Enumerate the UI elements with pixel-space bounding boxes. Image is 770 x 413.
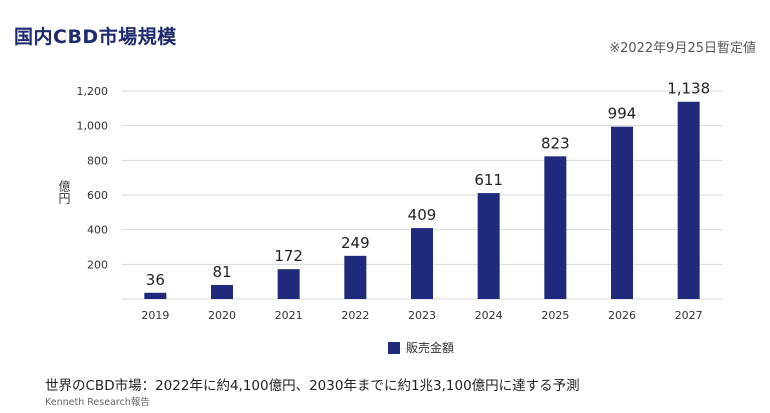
y-axis-label: 億円 [57,180,71,204]
data-label: 994 [608,105,637,123]
legend: 販売金額 [388,339,454,356]
x-tick-label: 2023 [408,309,436,322]
y-tick-label: 600 [87,189,108,202]
data-label: 409 [408,206,437,224]
bar [677,101,700,299]
data-label: 81 [212,263,231,281]
bar [411,228,433,299]
data-label: 36 [146,271,165,289]
y-tick-label: 1,000 [77,120,109,133]
chart-title: 国内CBD市場規模 [14,26,177,48]
x-tick-label: 2020 [208,309,236,322]
bar [344,255,367,299]
bar [477,193,500,299]
bar [544,156,567,299]
y-tick-label: 400 [87,224,108,237]
x-tick-label: 2025 [541,309,569,322]
x-tick-label: 2024 [475,309,503,322]
footer-summary: 世界のCBD市場：2022年に約4,100億円、2030年までに約1兆3,100… [45,378,580,394]
bar [211,284,233,299]
data-label: 172 [274,247,303,265]
x-tick-label: 2022 [341,309,369,322]
data-label: 611 [474,171,503,189]
provisional-note: ※2022年9月25日暫定値 [609,41,756,56]
data-label: 249 [341,234,370,252]
bar [144,292,167,299]
x-tick-label: 2026 [608,309,636,322]
y-tick-label: 200 [87,258,108,271]
x-tick-label: 2021 [275,309,303,322]
legend-label: 販売金額 [406,341,455,355]
y-tick-label: 1,200 [77,85,109,98]
x-tick-label: 2027 [675,309,703,322]
data-label: 1,138 [667,80,710,98]
footer-source: Kenneth Research報告 [45,397,150,408]
data-label: 823 [541,134,570,152]
bar [277,269,300,299]
x-tick-label: 2019 [141,309,169,322]
legend-swatch [388,341,400,354]
y-tick-label: 800 [87,154,108,167]
bar [611,126,633,299]
